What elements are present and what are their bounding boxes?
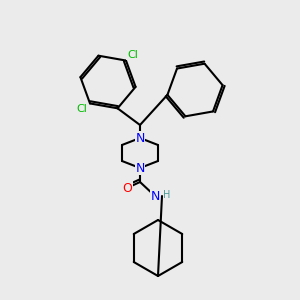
Text: O: O [122, 182, 132, 194]
Text: N: N [150, 190, 160, 202]
Text: Cl: Cl [76, 104, 87, 114]
Text: N: N [135, 131, 145, 145]
Text: N: N [135, 161, 145, 175]
Text: Cl: Cl [127, 50, 138, 60]
Text: H: H [163, 190, 170, 200]
